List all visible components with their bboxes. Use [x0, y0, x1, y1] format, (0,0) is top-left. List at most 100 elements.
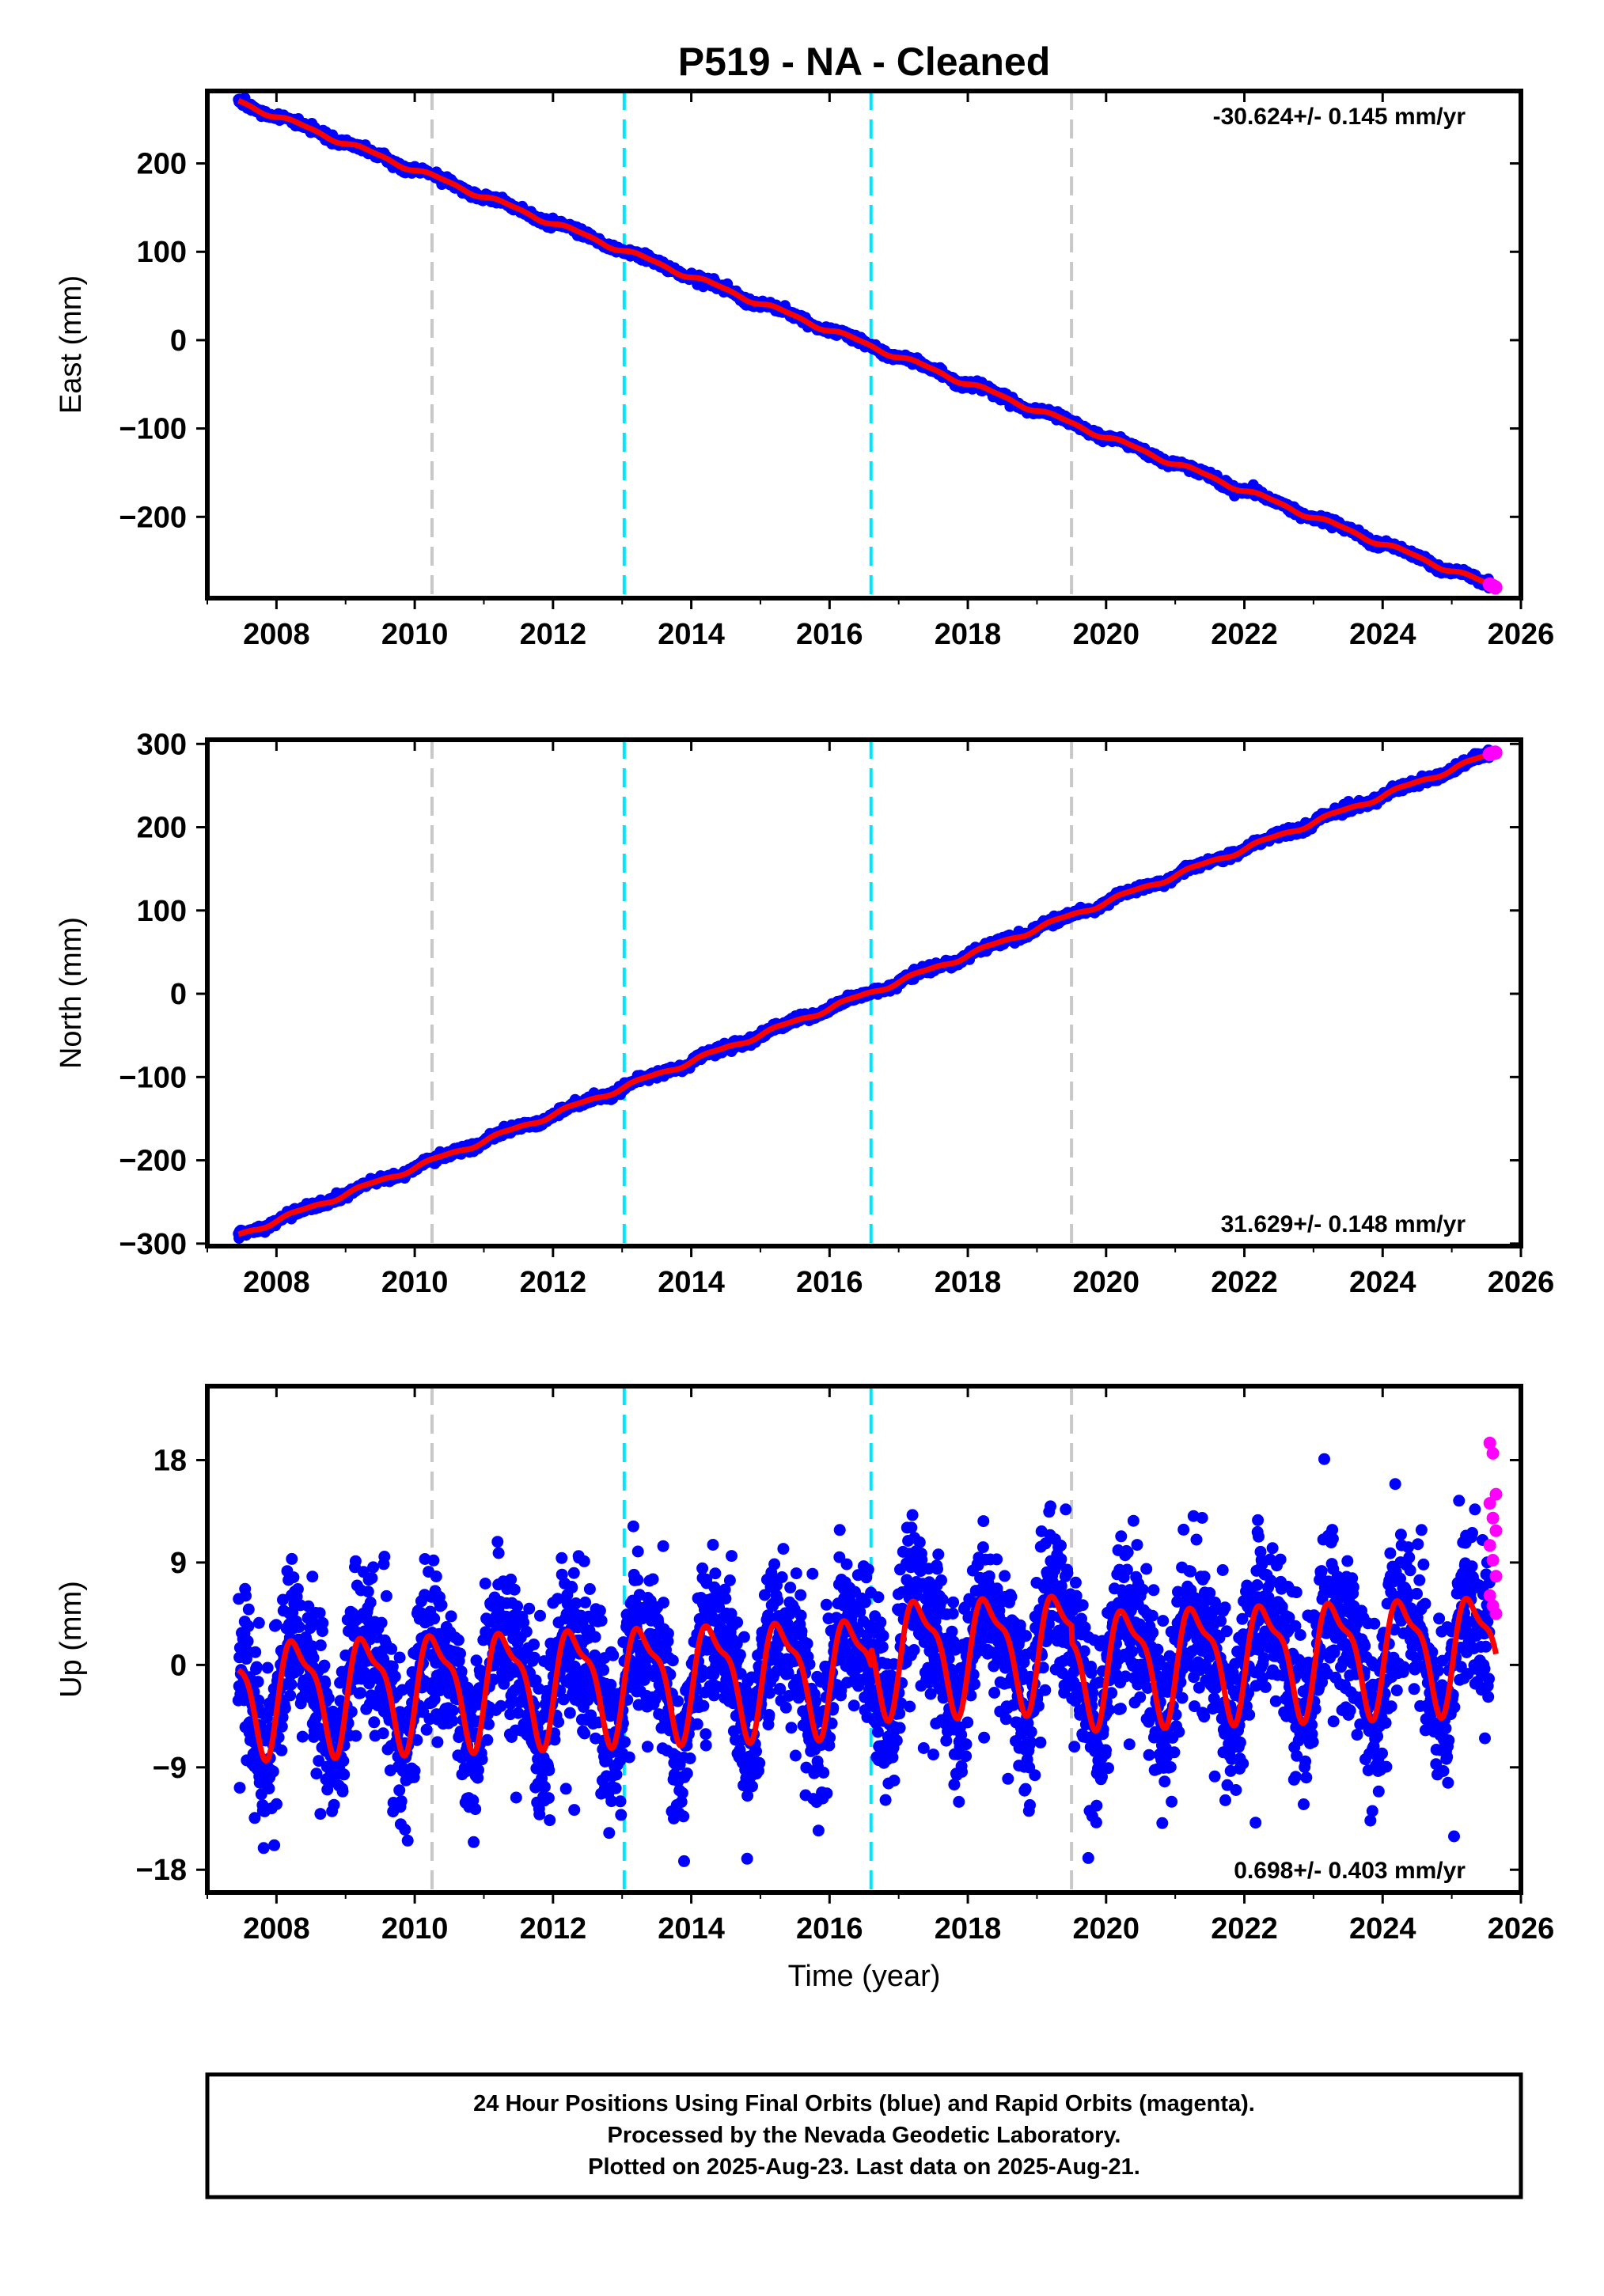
final-orbit-point	[296, 1730, 309, 1743]
x-tick-label: 2022	[1211, 1266, 1278, 1299]
y-tick-label: −300	[119, 1228, 187, 1261]
x-tick-label: 2008	[243, 618, 310, 651]
x-tick-label: 2026	[1488, 618, 1555, 651]
y-tick-label: 0	[170, 324, 187, 358]
x-tick-label: 2024	[1349, 1266, 1416, 1299]
y-axis-label-east: East (mm)	[55, 275, 88, 414]
final-orbit-point	[267, 1765, 279, 1778]
final-orbit-point	[285, 1678, 298, 1691]
final-orbit-point	[293, 1621, 305, 1633]
final-orbit-point	[287, 1571, 300, 1584]
final-orbit-point	[350, 1730, 362, 1742]
x-tick-label: 2020	[1073, 1266, 1140, 1299]
y-tick-label: 200	[137, 812, 187, 845]
plot-area-east	[233, 91, 1503, 598]
x-tick-label: 2018	[935, 1266, 1002, 1299]
rate-annotation-east: -30.624+/- 0.145 mm/yr	[1213, 104, 1466, 130]
y-tick-label: 100	[137, 236, 187, 269]
y-tick-label: 0	[170, 978, 187, 1011]
final-orbit-point	[279, 1702, 291, 1714]
final-orbit-point	[261, 1661, 274, 1674]
x-tick-label: 2014	[658, 618, 725, 651]
final-orbit-point	[393, 1651, 406, 1664]
y-tick-label: −100	[119, 1061, 187, 1094]
x-tick-label: 2016	[796, 1266, 863, 1299]
final-orbit-point	[349, 1555, 362, 1567]
y-tick-label: −200	[119, 1145, 187, 1178]
final-orbit-point	[307, 1652, 320, 1664]
x-tick-label: 2020	[1073, 618, 1140, 651]
final-orbit-point	[263, 1783, 275, 1795]
final-orbit-point	[306, 1570, 319, 1583]
y-tick-label: 100	[137, 895, 187, 928]
final-orbit-point	[367, 1561, 380, 1574]
final-orbit-point	[242, 1620, 255, 1632]
final-orbit-point	[395, 1795, 408, 1808]
x-tick-label: 2022	[1211, 618, 1278, 651]
final-orbit-point	[233, 1782, 246, 1794]
y-tick-label: 300	[137, 728, 187, 761]
final-orbit-point	[249, 1646, 262, 1658]
final-orbit-point	[313, 1607, 326, 1620]
final-orbit-point	[252, 1676, 264, 1688]
final-orbit-point	[378, 1551, 391, 1563]
final-orbit-point	[393, 1784, 406, 1797]
final-orbit-point	[241, 1635, 254, 1647]
final-orbit-point	[362, 1586, 374, 1598]
x-tick-label: 2018	[935, 618, 1002, 651]
final-orbit-point	[240, 1589, 252, 1602]
final-orbit-point	[284, 1689, 297, 1702]
final-orbit-point	[375, 1616, 388, 1629]
rate-annotation-north: 31.629+/- 0.148 mm/yr	[1221, 1211, 1466, 1237]
final-orbit-point	[314, 1639, 327, 1652]
x-tick-label: 2010	[381, 1266, 449, 1299]
final-orbit-point	[271, 1798, 283, 1810]
final-orbit-point	[270, 1619, 283, 1631]
x-tick-label: 2008	[243, 1266, 310, 1299]
final-orbit-point	[389, 1670, 401, 1683]
final-orbit-point	[318, 1659, 331, 1672]
final-orbit-point	[368, 1716, 381, 1729]
x-tick-label: 2026	[1488, 1266, 1555, 1299]
final-orbit-point	[380, 1589, 392, 1602]
y-axis-label-north: North (mm)	[55, 917, 88, 1069]
final-orbit-point	[250, 1661, 263, 1673]
final-orbit-point	[268, 1839, 281, 1851]
final-orbit-point	[366, 1572, 378, 1585]
final-orbit-point	[355, 1687, 367, 1699]
x-tick-label: 2012	[520, 1266, 587, 1299]
final-orbit-point	[408, 1764, 421, 1777]
figure-title: P519 - NA - Cleaned	[678, 40, 1051, 84]
final-orbit-point	[364, 1597, 377, 1608]
final-orbit-point	[338, 1768, 351, 1781]
final-orbit-point	[385, 1642, 398, 1655]
final-orbit-point	[257, 1842, 270, 1855]
final-orbit-point	[291, 1583, 304, 1595]
final-orbit-point	[377, 1727, 389, 1740]
panel-east: 2008 2010 2012 2014 2016 2018 2020 2022 2024 2026…	[55, 89, 1555, 651]
final-orbit-point	[286, 1552, 298, 1565]
x-tick-label: 2014	[658, 1266, 725, 1299]
final-orbit-point	[336, 1785, 349, 1798]
final-orbit-point	[314, 1808, 327, 1821]
rapid-orbit-point	[1488, 580, 1503, 595]
panels-group: 2008 2010 2012 2014 2016 2018 2020 2022 2024 2026…	[55, 89, 1555, 1946]
x-tick-label: 2024	[1349, 618, 1416, 651]
x-tick-label: 2016	[796, 618, 863, 651]
y-tick-label: −100	[119, 413, 187, 446]
final-orbit-point	[420, 1723, 433, 1736]
x-tick-label: 2010	[381, 618, 449, 651]
final-orbit-point	[399, 1824, 411, 1836]
final-orbit-point	[252, 1616, 265, 1629]
x-tick-label: 2012	[520, 618, 587, 651]
final-orbit-point	[401, 1834, 414, 1847]
final-orbit-point	[275, 1744, 288, 1756]
final-orbit-point	[317, 1616, 329, 1629]
final-orbit-point	[328, 1798, 340, 1811]
rapid-orbit-point	[1488, 745, 1503, 760]
final-orbit-point	[242, 1603, 255, 1616]
y-tick-label: 200	[137, 148, 187, 181]
y-tick-label: −200	[119, 501, 187, 534]
